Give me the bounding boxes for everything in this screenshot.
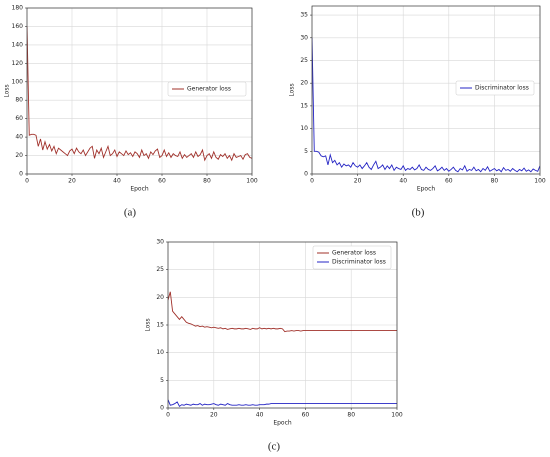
x-tick-label: 60 — [302, 412, 310, 419]
x-tick-label: 100 — [534, 178, 546, 185]
x-axis-label: Epoch — [130, 186, 149, 193]
x-axis-label: Epoch — [417, 186, 436, 193]
x-tick-label: 40 — [256, 412, 264, 419]
y-tick-label: 120 — [12, 60, 24, 67]
y-tick-label: 35 — [300, 12, 308, 19]
y-tick-label: 60 — [15, 115, 23, 122]
y-tick-label: 100 — [12, 78, 24, 85]
y-tick-label: 15 — [156, 322, 164, 329]
y-tick-label: 25 — [156, 266, 164, 273]
caption: (c) — [268, 441, 281, 453]
y-tick-label: 140 — [12, 41, 24, 48]
legend-box — [167, 81, 247, 97]
legend-label: Generator loss — [332, 250, 376, 257]
caption: (a) — [124, 207, 137, 219]
y-tick-label: 20 — [15, 152, 23, 159]
y-tick-label: 30 — [156, 239, 164, 246]
x-tick-label: 80 — [491, 178, 499, 185]
x-axis-label: Epoch — [273, 420, 292, 427]
x-tick-label: 20 — [68, 178, 76, 185]
y-tick-label: 80 — [15, 97, 23, 104]
series-line — [312, 37, 540, 173]
x-tick-label: 40 — [399, 178, 407, 185]
x-tick-label: 0 — [310, 178, 314, 185]
y-tick-label: 20 — [156, 294, 164, 301]
x-tick-label: 60 — [445, 178, 453, 185]
x-tick-label: 0 — [25, 178, 29, 185]
caption: (b) — [412, 207, 425, 219]
legend-box — [312, 245, 392, 270]
y-tick-label: 0 — [304, 171, 308, 178]
x-tick-label: 80 — [347, 412, 355, 419]
y-axis-label: Loss — [145, 318, 152, 331]
series-line — [168, 399, 397, 408]
x-tick-label: 100 — [246, 178, 258, 185]
series-line — [168, 291, 397, 333]
legend-label: Discriminator loss — [332, 259, 386, 266]
y-tick-label: 180 — [12, 5, 24, 12]
legend-label: Discriminator loss — [475, 85, 529, 92]
y-tick-label: 0 — [160, 405, 164, 412]
legend-box — [455, 80, 535, 96]
y-tick-label: 160 — [12, 23, 24, 30]
x-tick-label: 20 — [354, 178, 362, 185]
plot-frame — [167, 241, 398, 409]
y-tick-label: 5 — [160, 377, 164, 384]
plot-frame — [311, 5, 541, 175]
x-tick-label: 0 — [166, 412, 170, 419]
x-tick-label: 60 — [158, 178, 166, 185]
y-tick-label: 30 — [300, 34, 308, 41]
y-tick-label: 0 — [19, 171, 23, 178]
x-tick-label: 80 — [203, 178, 211, 185]
y-tick-label: 10 — [156, 349, 164, 356]
x-tick-label: 20 — [210, 412, 218, 419]
y-tick-label: 15 — [300, 102, 308, 109]
y-tick-label: 40 — [15, 134, 23, 141]
series-line — [27, 26, 252, 162]
y-axis-label: Loss — [289, 83, 296, 96]
plot-frame — [26, 7, 253, 175]
y-tick-label: 5 — [304, 148, 308, 155]
legend-label: Generator loss — [187, 86, 231, 93]
y-tick-label: 10 — [300, 125, 308, 132]
x-tick-label: 40 — [113, 178, 121, 185]
y-axis-label: Loss — [4, 84, 11, 97]
y-tick-label: 25 — [300, 57, 308, 64]
x-tick-label: 100 — [391, 412, 403, 419]
y-tick-label: 20 — [300, 80, 308, 87]
